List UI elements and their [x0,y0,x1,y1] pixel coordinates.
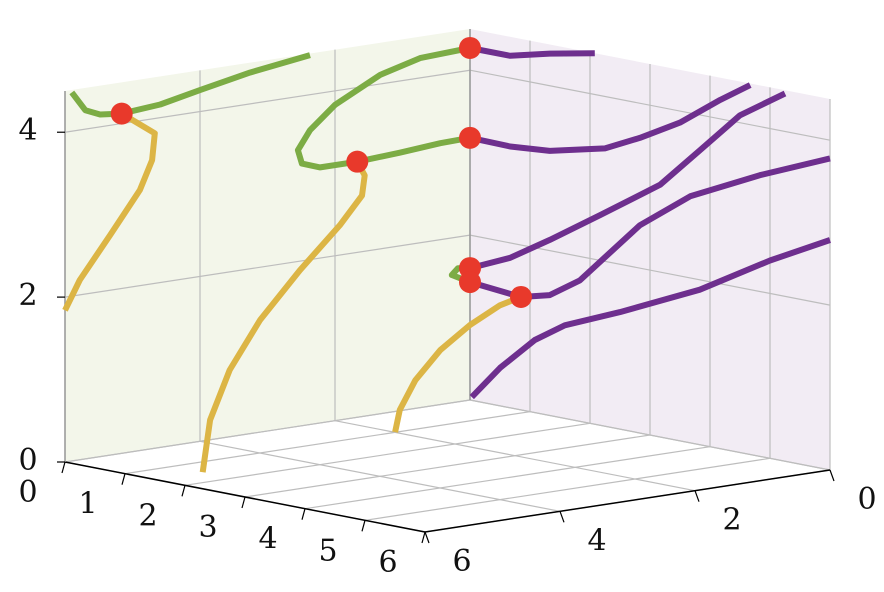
grid-line [184,422,591,486]
z-tick-label: 2 [18,278,37,313]
x-tick-label: 4 [258,522,277,557]
x-tick-label: 5 [318,533,337,568]
grid-line [199,440,561,512]
x-tick-label: 3 [198,510,217,545]
x-tick-label: 2 [138,498,157,533]
x-tick [361,520,366,532]
y-tick-label: 2 [722,503,741,538]
marker [459,271,481,294]
series-line [469,237,831,400]
x-tick [121,473,126,485]
series-line [62,111,158,312]
y-tick-label: 6 [452,544,471,579]
left-wall [65,29,470,462]
series-line [69,52,311,118]
series-line [469,90,787,272]
grid-line [469,399,831,471]
marker [346,150,369,173]
series-line [392,294,523,433]
y-tick-label: 0 [857,482,876,517]
axis-line [424,469,831,533]
x-tick [301,508,306,520]
x-tick [421,531,426,544]
x-tick [61,461,66,474]
y-tick [829,469,835,482]
grid-line [64,234,471,298]
y-tick [694,490,700,502]
grid-line [469,69,831,141]
marker [110,102,133,125]
y-tick [424,531,430,544]
x-tick-label: 1 [78,487,97,522]
grid-line [334,420,696,492]
series-line [469,82,752,154]
grid-line [304,446,711,510]
marker [459,126,481,149]
z-tick-label: 0 [18,443,37,478]
x-tick-label: 0 [18,475,37,510]
grid-line [124,411,531,475]
y-tick [559,511,565,523]
series-line [469,45,595,59]
z-tick-label: 4 [18,113,37,148]
x-tick [241,496,246,509]
series-line [199,160,368,473]
grid-line [244,434,651,498]
grid-line [364,457,771,521]
y-tick-label: 4 [587,523,606,558]
marker [459,36,481,59]
marker [510,285,532,308]
series-line [294,45,471,171]
x-tick [181,485,186,497]
x-tick-label: 6 [378,545,397,580]
